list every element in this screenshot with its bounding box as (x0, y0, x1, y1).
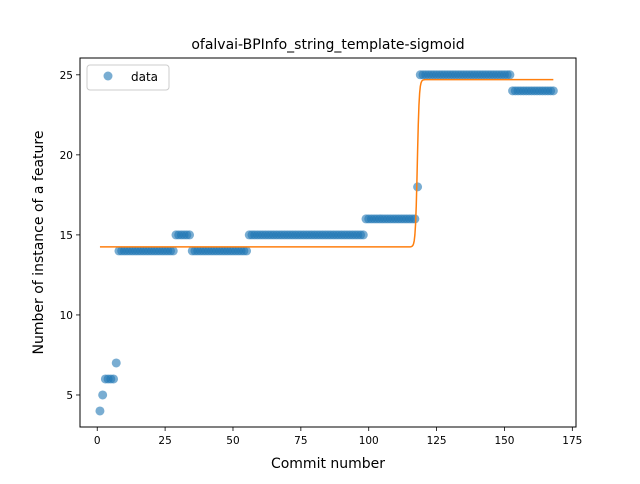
y-tick-label: 15 (60, 230, 73, 242)
data-point (98, 390, 108, 400)
x-tick-label: 175 (562, 435, 582, 447)
y-tick-label: 25 (60, 70, 73, 82)
data-point (95, 406, 105, 416)
y-axis-label: Number of instance of a feature (31, 131, 47, 355)
legend: data (86, 64, 170, 91)
data-point (168, 246, 178, 256)
x-tick-label: 125 (427, 435, 447, 447)
axes-frame (79, 57, 577, 428)
x-tick-label: 50 (226, 435, 239, 447)
x-axis: 0 25 50 75 100 125 150 175 (94, 427, 582, 447)
x-tick-label: 75 (294, 435, 307, 447)
legend-label-data: data (131, 70, 158, 84)
x-axis-label: Commit number (271, 456, 385, 472)
x-tick-label: 25 (158, 435, 171, 447)
x-tick-label: 150 (494, 435, 514, 447)
y-tick-label: 20 (60, 150, 73, 162)
legend-box (86, 64, 170, 91)
data-point (242, 246, 252, 256)
x-tick-label: 100 (359, 435, 379, 447)
y-axis: 5 10 15 20 25 (60, 70, 80, 402)
chart-title: ofalvai-BPInfo_string_template-sigmoid (191, 37, 464, 53)
plot-area (95, 70, 558, 416)
data-point (358, 230, 368, 240)
data-point (505, 70, 515, 80)
legend-marker-data (103, 71, 113, 81)
data-point (548, 86, 558, 96)
data-point (185, 230, 195, 240)
data-point (111, 358, 121, 368)
y-tick-label: 10 (60, 310, 73, 322)
fit-line (99, 78, 554, 248)
data-point (413, 182, 423, 192)
data-point (410, 214, 420, 224)
x-tick-label: 0 (94, 435, 101, 447)
data-point (109, 374, 119, 384)
y-tick-label: 5 (66, 390, 73, 402)
